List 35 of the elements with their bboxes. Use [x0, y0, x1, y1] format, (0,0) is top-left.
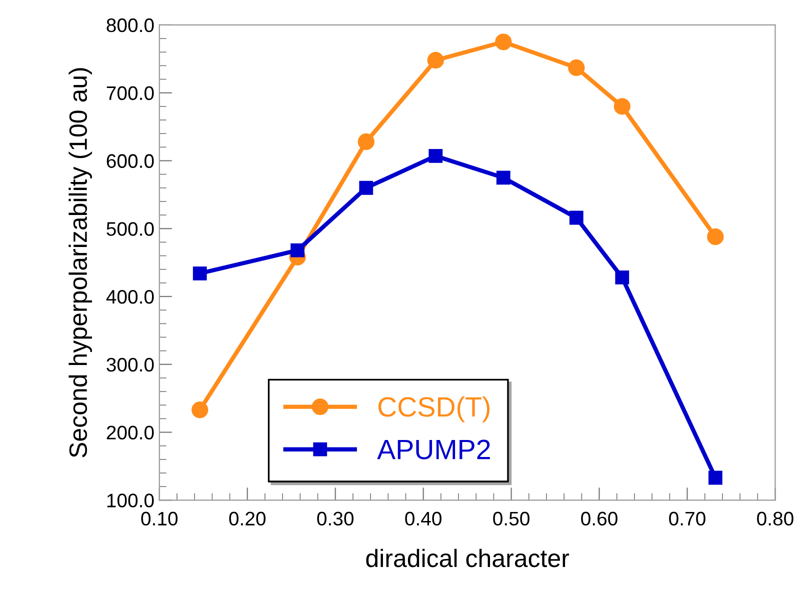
- point: [427, 52, 444, 69]
- x-tick-label: 0.10: [141, 512, 178, 526]
- point: [615, 270, 630, 284]
- x-axis-title: diradical character: [366, 548, 570, 568]
- y-tick-label: 500.0: [106, 222, 154, 236]
- point: [192, 266, 207, 280]
- point: [614, 98, 630, 115]
- y-tick-label: 600.0: [106, 154, 154, 168]
- point: [428, 149, 443, 163]
- point: [708, 470, 722, 485]
- legend-label: APUMP2: [377, 440, 490, 460]
- y-tick-label: 700.0: [106, 86, 154, 100]
- point: [192, 402, 208, 418]
- point: [290, 243, 304, 258]
- point: [569, 210, 584, 225]
- point: [495, 34, 512, 50]
- y-tick-label: 800.0: [106, 18, 154, 32]
- y-tick-label: 200.0: [106, 426, 154, 440]
- y-tick-label: 100.0: [107, 494, 154, 508]
- y-tick-label: 300.0: [106, 358, 154, 372]
- x-tick-label: 0.20: [229, 512, 266, 526]
- x-tick-label: 0.30: [317, 512, 354, 526]
- x-tick-label: 0.80: [757, 512, 794, 526]
- point: [358, 133, 374, 150]
- y-tick-label: 400.0: [106, 290, 154, 304]
- x-tick-label: 0.50: [493, 512, 530, 526]
- point: [568, 59, 585, 76]
- point: [707, 228, 724, 246]
- x-tick-label: 0.60: [581, 512, 618, 526]
- y-axis-title: Second hyperpolarizability (100 au): [68, 68, 92, 458]
- x-tick-label: 0.70: [669, 512, 706, 526]
- x-tick-label: 0.40: [405, 512, 442, 526]
- point: [359, 180, 374, 195]
- legend-label: CCSD(T): [378, 396, 490, 422]
- point: [496, 170, 510, 185]
